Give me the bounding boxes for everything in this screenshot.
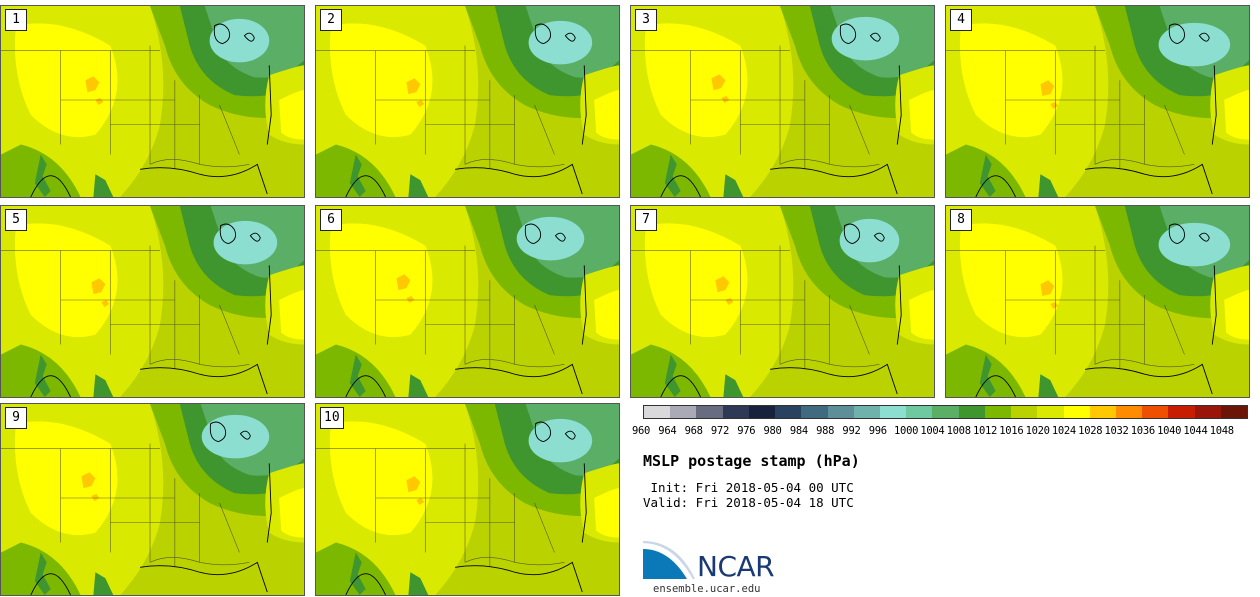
colorbar-swatch [722, 406, 749, 418]
colorbar-swatch [984, 406, 1012, 418]
colorbar-swatch [853, 406, 880, 418]
colorbar-swatch [1037, 406, 1064, 418]
colorbar-tick-label: 1020 [1025, 425, 1050, 437]
colorbar-tick-label: 1044 [1183, 425, 1208, 437]
colorbar-swatch [879, 406, 907, 418]
colorbar-tick-label: 1004 [920, 425, 945, 437]
colorbar-swatch [775, 406, 802, 418]
colorbar-swatch [748, 406, 776, 418]
stamp-number: 4 [950, 9, 972, 31]
colorbar-tick-label: 968 [684, 425, 703, 437]
colorbar-swatch [1089, 406, 1116, 418]
colorbar-swatch [1063, 406, 1090, 418]
colorbar-tick-label: 1000 [894, 425, 919, 437]
stamp-number: 10 [320, 407, 344, 429]
colorbar-ticks: 960 964 968 972 976 980 984 988 992 996 1000 1004 10… [631, 425, 1257, 439]
stamp-map-9: 9 [0, 403, 305, 596]
site-url: ensemble.ucar.edu [653, 583, 761, 595]
colorbar-tick-label: 964 [658, 425, 677, 437]
colorbar-swatch [644, 406, 671, 418]
colorbar-swatch [827, 406, 854, 418]
colorbar-tick-label: 960 [632, 425, 651, 437]
stamp-number: 9 [5, 407, 27, 429]
stamp-map-4: 4 [945, 5, 1250, 198]
logo-text: NCAR [697, 550, 775, 583]
stamp-number: 2 [320, 9, 342, 31]
stamp-number: 3 [635, 9, 657, 31]
stamp-map-10: 10 [315, 403, 620, 596]
stamp-map-1: 1 [0, 5, 305, 198]
stamp-number: 6 [320, 209, 342, 231]
colorbar-tick-label: 992 [842, 425, 861, 437]
colorbar-tick-label: 984 [789, 425, 808, 437]
stamp-map-2: 2 [315, 5, 620, 198]
colorbar-swatch [670, 406, 697, 418]
colorbar-tick-label: 980 [763, 425, 782, 437]
colorbar-tick-label: 1036 [1130, 425, 1155, 437]
ncar-logo-icon [643, 541, 695, 579]
colorbar-swatch [696, 406, 723, 418]
colorbar-tick-label: 1016 [999, 425, 1024, 437]
colorbar-tick-label: 1028 [1078, 425, 1103, 437]
stamp-number: 1 [5, 9, 27, 31]
colorbar-tick-label: 988 [816, 425, 835, 437]
valid-time: Valid: Fri 2018-05-04 18 UTC [643, 495, 854, 510]
colorbar-tick-label: 976 [737, 425, 756, 437]
stamp-map-3: 3 [630, 5, 935, 198]
colorbar-tick-label: 1032 [1104, 425, 1129, 437]
colorbar-swatch [1011, 406, 1038, 418]
stamp-number: 5 [5, 209, 27, 231]
stamp-number: 7 [635, 209, 657, 231]
colorbar-swatch [1194, 406, 1221, 418]
colorbar-tick-label: 1024 [1051, 425, 1076, 437]
colorbar-swatch [906, 406, 933, 418]
colorbar-swatch [1168, 406, 1195, 418]
colorbar-tick-label: 1008 [946, 425, 971, 437]
chart-title: MSLP postage stamp (hPa) [643, 452, 860, 470]
colorbar-swatch [801, 406, 828, 418]
colorbar-swatch [1142, 406, 1169, 418]
colorbar-tick-label: 996 [868, 425, 887, 437]
stamp-map-8: 8 [945, 205, 1250, 398]
init-time: Init: Fri 2018-05-04 00 UTC [643, 480, 854, 495]
colorbar-swatch [932, 406, 959, 418]
colorbar-tick-label: 972 [710, 425, 729, 437]
colorbar-tick-label: 1040 [1157, 425, 1182, 437]
stamp-map-6: 6 [315, 205, 620, 398]
colorbar-swatch [958, 406, 985, 418]
colorbar [643, 405, 1248, 419]
stamp-map-5: 5 [0, 205, 305, 398]
colorbar-tick-label: 1012 [972, 425, 998, 437]
stamp-number: 8 [950, 209, 972, 231]
colorbar-swatch [1115, 406, 1143, 418]
colorbar-swatch [1220, 406, 1248, 418]
stamp-map-7: 7 [630, 205, 935, 398]
colorbar-tick-label: 1048 [1209, 425, 1234, 437]
